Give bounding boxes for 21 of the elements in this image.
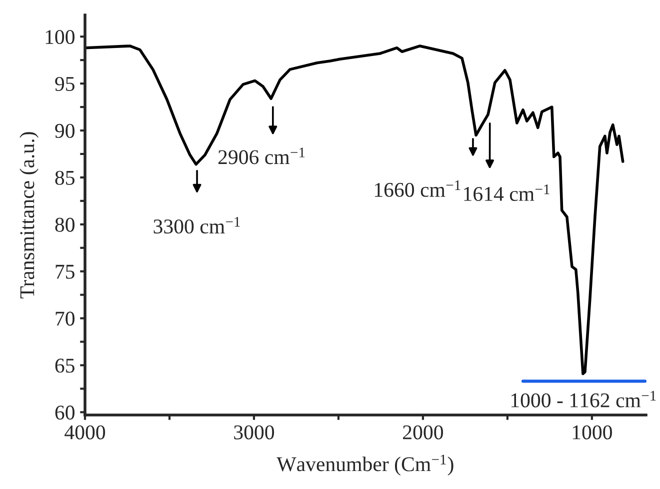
annotation: 1660 cm$^{−1}$	[374, 180, 460, 197]
x-tick-label: 2000	[403, 425, 443, 440]
x-axis-title: Wavenumber (Cm$^{−1}$)	[276, 454, 454, 476]
y-tick-label: 75	[56, 264, 74, 279]
y-tick-label: 95	[55, 76, 74, 91]
x-tick-label: 4000	[64, 425, 106, 440]
y-tick-label: 80	[55, 218, 74, 232]
x-tick-label: 3000	[234, 425, 274, 440]
line-series	[85, 44, 624, 376]
y-tick-label: 85	[55, 170, 74, 185]
annotation: 2906 cm$^{−1}$	[218, 148, 305, 164]
annotation: 1614 cm$^{−1}$	[464, 184, 550, 202]
x-tick-label: 1000	[572, 425, 612, 440]
annotation: 1000 - 1162 cm$^{−1}$	[511, 390, 656, 408]
y-tick-label: 65	[55, 358, 74, 373]
y-tick-label: 100	[46, 30, 74, 44]
annotation: 3300 cm$^{−1}$	[154, 216, 240, 234]
y-axis-title: Transmittance (a.u.)	[20, 132, 38, 298]
y-tick-label: 90	[55, 124, 74, 138]
y-tick-label: 70	[56, 312, 74, 326]
y-tick-label: 60	[55, 406, 74, 420]
